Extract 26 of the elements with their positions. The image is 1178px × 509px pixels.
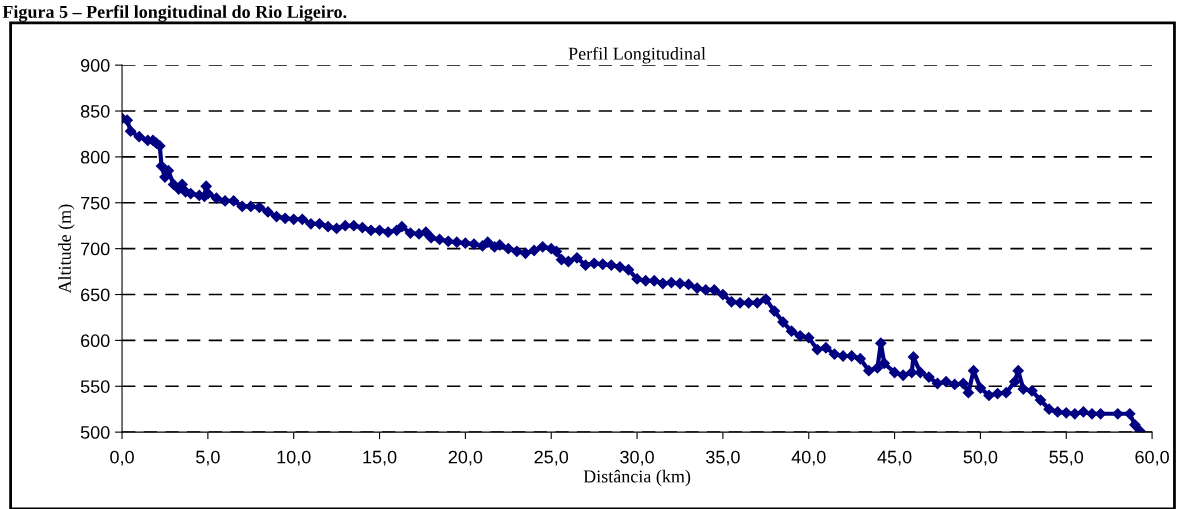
y-tick-label: 800 bbox=[80, 150, 110, 164]
y-tick-label: 550 bbox=[80, 380, 110, 393]
y-tick-label: 900 bbox=[80, 59, 110, 72]
x-tick-label: 40,0 bbox=[791, 450, 826, 466]
y-axis-title: Altitude (m) bbox=[58, 204, 75, 294]
x-tick-label: 20,0 bbox=[448, 450, 483, 466]
y-tick-label: 650 bbox=[81, 288, 110, 302]
x-tick-label: 5,0 bbox=[196, 450, 220, 466]
x-tick-label: 45,0 bbox=[877, 450, 912, 466]
x-tick-label: 10,0 bbox=[277, 450, 311, 466]
x-tick-label: 35,0 bbox=[706, 450, 740, 466]
y-tick-label: 750 bbox=[81, 196, 110, 210]
x-tick-label: 15,0 bbox=[363, 450, 397, 466]
x-tick-label: 55,0 bbox=[1049, 450, 1084, 466]
chart-title: Perfil Longitudinal bbox=[568, 46, 706, 64]
y-tick-label: 500 bbox=[80, 426, 110, 439]
x-tick-label: 0,0 bbox=[110, 450, 134, 466]
y-tick-label: 600 bbox=[81, 334, 110, 348]
x-tick-label: 60,0 bbox=[1135, 450, 1169, 466]
x-tick-label: 50,0 bbox=[963, 450, 998, 466]
x-tick-label: 25,0 bbox=[534, 450, 569, 466]
y-tick-label: 700 bbox=[81, 242, 110, 256]
x-tick-label: 30,0 bbox=[620, 450, 654, 466]
y-tick-label: 850 bbox=[80, 104, 110, 118]
x-axis-title: Distância (km) bbox=[583, 469, 691, 487]
text: Figura 5 – Perfil longitudinal do Rio Ligeiro. bbox=[2, 5, 347, 22]
